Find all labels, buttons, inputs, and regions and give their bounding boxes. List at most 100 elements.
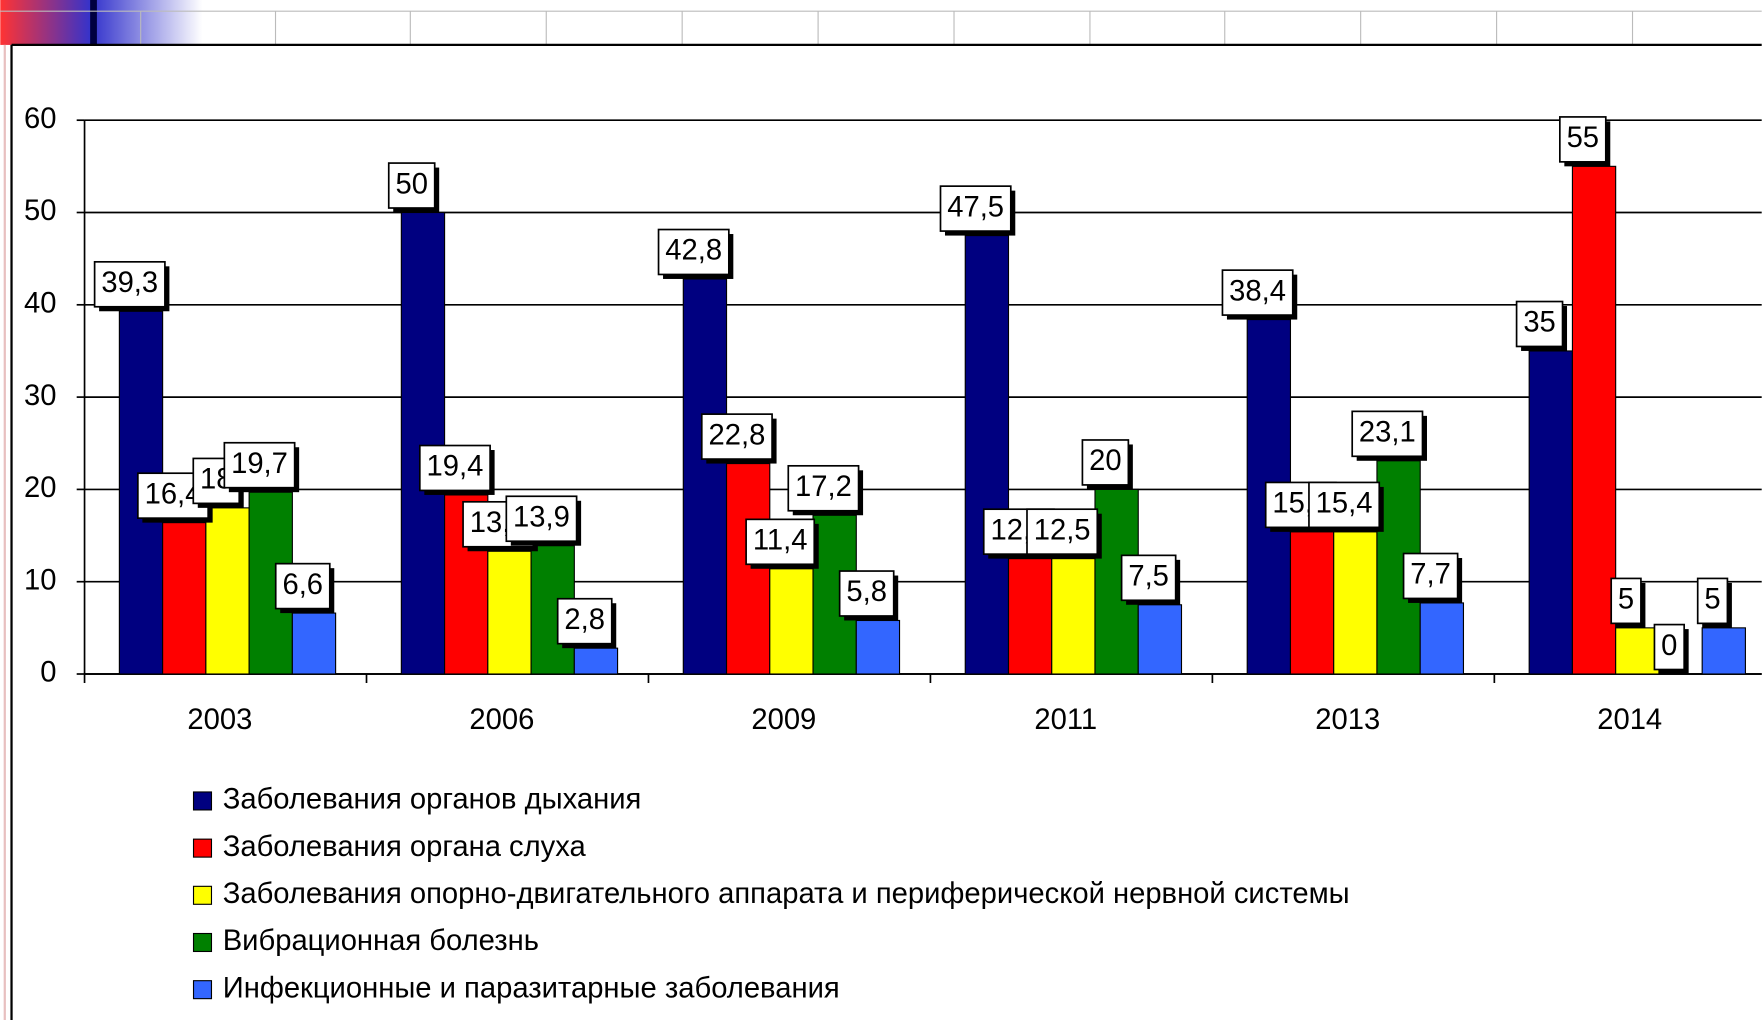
bar [1137,604,1183,675]
bar [1615,627,1660,675]
data-label-box [1653,623,1686,671]
y-tick-label: 30 [24,380,56,412]
data-label-text: 7,7 [1410,559,1451,591]
data-label: 38,4 [1221,269,1298,320]
data-label: 42,8 [657,228,734,279]
data-label-text: 7,5 [1128,561,1169,593]
data-label-box [505,495,578,543]
data-label-box [657,228,730,276]
bar [291,612,337,675]
data-label-text: 22,8 [709,419,766,451]
legend-label: Заболевания органов дыхания [223,784,642,816]
data-label-text: 38,4 [1229,275,1286,307]
data-label-text: 17,2 [795,471,852,503]
data-label-text: 5 [1618,584,1634,616]
data-label-text: 5,8 [846,576,887,608]
bar [573,647,619,675]
bar [855,619,901,675]
x-tick-label: 2014 [1597,704,1662,736]
data-label-text: 15,4 [1316,488,1373,520]
data-label-box [1221,269,1294,316]
x-tick-label: 2011 [1034,704,1097,736]
data-label-text: 11,4 [753,525,808,557]
bar [1333,531,1378,675]
legend-label: Инфекционные и паразитарные заболевания [223,972,840,1004]
bar [1571,165,1617,675]
bar [1701,627,1746,675]
data-label: 0 [1653,623,1689,675]
legend-label: Вибрационная болезнь [223,925,539,957]
legend-swatch [192,838,213,858]
data-label: 5 [1696,577,1732,628]
data-label-text: 23,1 [1359,417,1416,449]
data-label: 6,6 [274,562,335,614]
data-label: 11,4 [745,518,819,569]
bar [964,235,1010,675]
data-label: 23,1 [1351,410,1427,461]
data-label-text: 39,3 [101,267,158,299]
data-label: 47,5 [939,185,1016,236]
y-tick-label: 10 [24,564,56,596]
bar [725,462,771,675]
bar [1007,558,1053,675]
data-label-text: 55 [1567,122,1599,154]
data-label-text: 5 [1704,584,1720,616]
data-label-box [939,185,1012,232]
data-label: 19,7 [223,441,300,493]
data-label-box [787,464,860,512]
data-label: 12,5 [1026,508,1102,559]
legend-swatch [192,932,213,953]
legend-label: Заболевания органа слуха [223,831,587,863]
bar [1419,602,1465,675]
legend-swatch [192,885,213,905]
data-label-box [1696,577,1729,625]
data-label-text: 19,4 [427,451,484,483]
data-label: 22,8 [700,413,777,464]
data-label-box [274,562,331,610]
data-label-text: 42,8 [665,235,722,267]
data-label: 5,8 [838,570,899,621]
data-label-box [418,444,491,492]
data-label-text: 35 [1523,307,1555,339]
data-label-box [1081,439,1130,486]
data-label-text: 47,5 [947,191,1004,223]
data-label-text: 19,7 [231,448,288,480]
data-label-box [1120,554,1177,602]
data-label: 35 [1515,300,1568,351]
bar [1289,531,1335,675]
data-label-box [1351,410,1424,458]
data-label: 19,4 [418,444,495,495]
bar [400,211,446,675]
data-label: 39,3 [93,260,170,312]
bar [769,568,814,675]
legend-swatch [192,791,213,811]
data-label: 55 [1558,116,1611,167]
data-label-text: 2,8 [564,604,605,636]
bar [205,507,250,675]
data-label: 50 [387,162,440,213]
x-tick-label: 2009 [751,704,816,736]
x-tick-label: 2006 [469,704,534,736]
data-label: 5 [1610,577,1646,628]
data-label-box [1610,577,1642,625]
data-label: 7,5 [1120,554,1181,605]
data-label-box [700,413,773,460]
data-label: 17,2 [787,464,864,516]
x-tick-label: 2003 [187,704,252,736]
bar [487,550,532,675]
data-label-box [223,441,296,489]
y-tick-label: 20 [24,472,56,504]
data-label-box [745,518,816,566]
legend-swatch [192,980,213,1000]
data-label: 7,7 [1402,552,1463,603]
y-tick-label: 60 [24,103,56,135]
data-label-box [1308,481,1381,529]
data-label: 2,8 [556,597,617,649]
data-label-box [1515,300,1564,348]
x-tick-label: 2013 [1315,704,1380,736]
data-label-text: 20 [1089,445,1121,477]
data-label-text: 16,4 [145,478,202,510]
